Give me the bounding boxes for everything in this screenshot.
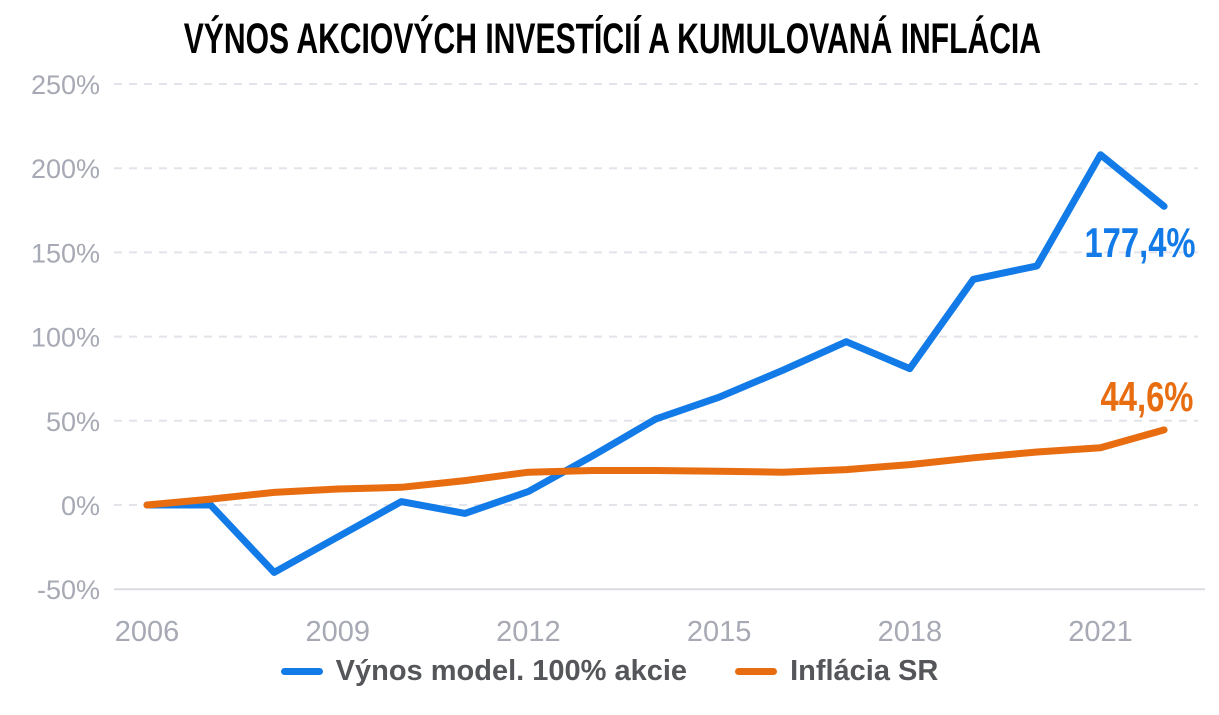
- legend-swatch-icon: [735, 668, 778, 675]
- chart-title-text: VÝNOS AKCIOVÝCH INVESTÍCIÍ A KUMULOVANÁ …: [183, 15, 1042, 63]
- y-tick-label: -50%: [37, 575, 100, 605]
- x-tick-label: 2021: [1068, 616, 1133, 648]
- legend-item-vynos-akcie: Výnos model. 100% akcie: [280, 655, 688, 688]
- x-tick-label: 2012: [496, 616, 561, 648]
- x-tick-label: 2009: [305, 616, 370, 648]
- x-tick-label: 2015: [687, 616, 752, 648]
- chart-legend: Výnos model. 100% akcie Inflácia SR: [0, 655, 1219, 688]
- x-tick-label: 2006: [115, 616, 180, 648]
- value-label-vynos: 177,4%: [1084, 219, 1195, 266]
- legend-item-inflacia-sr: Inflácia SR: [735, 655, 938, 688]
- value-label-inflacia: 44,6%: [1101, 373, 1194, 420]
- legend-label: Inflácia SR: [790, 655, 939, 687]
- y-tick-label: 0%: [61, 491, 100, 521]
- y-tick-label: 200%: [31, 154, 100, 184]
- y-tick-label: 100%: [31, 323, 100, 353]
- line-chart: 250% 200% 150% 100% 50% 0% -50% 2006 2009 2012 201…: [31, 70, 1205, 648]
- y-tick-label: 250%: [31, 70, 100, 100]
- chart-title: VÝNOS AKCIOVÝCH INVESTÍCIÍ A KUMULOVANÁ …: [0, 16, 1219, 62]
- legend-swatch-icon: [280, 668, 323, 675]
- y-tick-label: 50%: [46, 407, 100, 437]
- series-line-inflacia-sr: [143, 426, 1168, 509]
- y-tick-label: 150%: [31, 238, 100, 268]
- series-line-vynos-akcie: [143, 151, 1168, 576]
- x-tick-label: 2018: [878, 616, 943, 648]
- legend-label: Výnos model. 100% akcie: [335, 655, 688, 687]
